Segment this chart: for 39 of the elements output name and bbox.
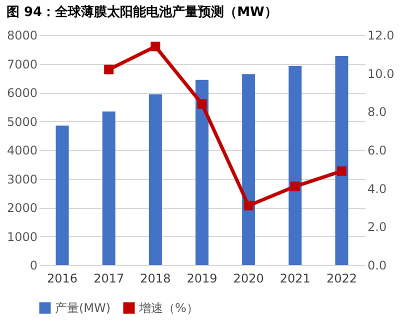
bar: [102, 111, 116, 265]
bar: [196, 80, 208, 265]
legend-label: 增速（%）: [138, 301, 198, 315]
x-tick-label: 2017: [94, 272, 124, 286]
y-tick-label: 3000: [6, 172, 38, 186]
y2-tick-label: 4.0: [368, 182, 387, 196]
y-tick-label: 4000: [6, 144, 38, 158]
y-tick-label: 2000: [6, 201, 38, 215]
x-tick-label: 2019: [186, 272, 218, 286]
bar: [242, 74, 256, 265]
y-tick-label: 5000: [6, 114, 38, 129]
bar: [56, 126, 69, 265]
y-tick-label: 8000: [6, 28, 38, 42]
point: [336, 166, 346, 176]
x-tick-label: 2022: [326, 272, 357, 286]
y2-tick-label: 6.0: [368, 144, 387, 158]
point: [244, 200, 254, 210]
x-tick-label: 2016: [47, 272, 78, 286]
y2-tick-label: 8.0: [368, 105, 387, 120]
y-tick-label: 6000: [6, 86, 38, 100]
y2-tick-label: 2.0: [368, 220, 387, 234]
x-tick-label: 2018: [140, 272, 171, 286]
y-tick-label: 7000: [6, 57, 38, 72]
point: [290, 182, 300, 192]
legend-label: 产量(MW): [55, 301, 111, 315]
y2-tick-label: 10.0: [368, 66, 394, 81]
bar: [335, 56, 348, 265]
point: [104, 64, 114, 74]
x-tick-label: 2021: [280, 272, 310, 286]
y-tick-label: 1000: [6, 230, 38, 244]
y-tick-label: 0: [30, 258, 38, 272]
x-tick-label: 2020: [233, 272, 264, 286]
bar: [148, 94, 162, 265]
y2-tick-label: 0.0: [368, 258, 387, 272]
point: [197, 99, 207, 109]
chart-title: 图 94：全球薄膜太阳能电池产量预测（MW）: [6, 4, 278, 20]
bar: [288, 66, 302, 265]
y2-tick-label: 12.0: [368, 28, 394, 42]
point: [150, 42, 160, 52]
